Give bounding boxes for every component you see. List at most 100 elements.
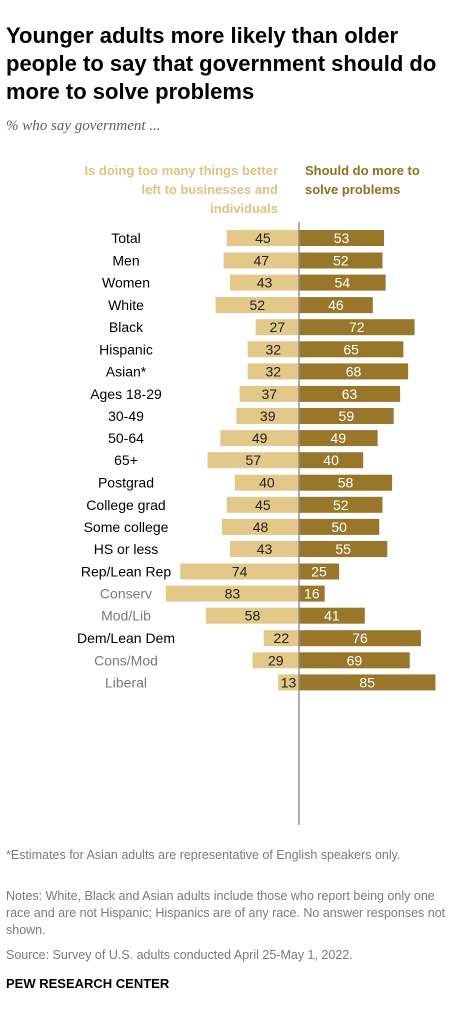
data-label-left: 52: [249, 297, 265, 313]
data-label-left: 13: [281, 674, 297, 690]
bar-right: [299, 652, 410, 669]
data-label-left: 45: [255, 230, 271, 246]
category-label: Ages 18-29: [90, 386, 162, 402]
data-label-right: 55: [335, 541, 351, 557]
data-label-left: 58: [245, 608, 261, 624]
bar-left: [239, 385, 299, 402]
bar-right: [299, 496, 383, 513]
footnote-source: Source: Survey of U.S. adults conducted …: [6, 948, 353, 962]
bar-right: [299, 563, 340, 580]
data-label-right: 52: [333, 253, 349, 269]
bar-right: [299, 518, 380, 535]
data-label-left: 40: [259, 475, 275, 491]
data-label-left: 29: [268, 652, 284, 668]
category-label: College grad: [86, 497, 165, 513]
bar-right: [299, 297, 373, 314]
bar-right: [299, 630, 421, 647]
bar-left: [255, 319, 299, 336]
bar-right: [299, 674, 436, 691]
category-label: 50-64: [108, 430, 144, 446]
data-label-right: 72: [349, 319, 365, 335]
bar-left: [207, 452, 299, 469]
data-label-right: 68: [346, 363, 362, 379]
category-label: Some college: [84, 519, 169, 535]
data-label-right: 63: [342, 386, 358, 402]
category-label: Liberal: [105, 674, 147, 690]
data-label-right: 54: [335, 275, 351, 291]
data-label-left: 45: [255, 497, 271, 513]
category-label: Hispanic: [99, 341, 153, 357]
data-label-left: 32: [266, 341, 282, 357]
bar-right: [299, 408, 394, 424]
bar-left: [234, 474, 299, 491]
category-label: Mod/Lib: [101, 608, 151, 624]
category-label: Postgrad: [98, 475, 154, 491]
data-label-right: 85: [359, 674, 375, 690]
bar-right: [299, 230, 385, 246]
data-label-left: 83: [225, 586, 241, 602]
data-label-left: 32: [266, 363, 282, 379]
data-label-left: 74: [232, 564, 248, 580]
data-label-left: 47: [253, 253, 269, 269]
category-label: 30-49: [108, 408, 144, 424]
bar-left: [215, 297, 299, 314]
bar-left: [226, 230, 299, 246]
category-label: Rep/Lean Rep: [81, 564, 172, 580]
category-label: White: [108, 297, 144, 313]
bar-left: [223, 252, 299, 269]
category-label: Women: [102, 275, 150, 291]
bar-left: [165, 585, 299, 602]
data-label-left: 49: [252, 430, 268, 446]
category-label: Total: [111, 230, 141, 246]
data-label-right: 49: [331, 430, 347, 446]
data-label-left: 27: [270, 319, 286, 335]
diverging-bar-chart: Total 45 53 Men 47 52 Women 43 54 White 52 46 Black 2…: [77, 222, 436, 825]
bar-right: [299, 474, 393, 491]
bar-left: [205, 607, 299, 624]
data-label-left: 22: [274, 630, 290, 646]
data-label-right: 40: [323, 452, 339, 468]
data-label-left: 37: [262, 386, 278, 402]
category-label: Cons/Mod: [94, 652, 158, 668]
bar-left: [229, 274, 299, 291]
legend-left-series: Is doing too many things better left to …: [84, 163, 278, 216]
category-label: Asian*: [106, 363, 147, 379]
bar-left: [226, 496, 299, 513]
legend-right-series: Should do more to solve problems: [305, 163, 420, 197]
data-label-right: 69: [347, 652, 363, 668]
data-label-right: 25: [311, 564, 327, 580]
bar-left: [247, 341, 299, 358]
data-label-right: 50: [331, 519, 347, 535]
bar-left: [229, 541, 299, 557]
data-label-right: 59: [339, 408, 355, 424]
footnote-notes: Notes: White, Black and Asian adults inc…: [6, 889, 446, 937]
data-label-right: 16: [304, 586, 320, 602]
data-label-left: 43: [257, 541, 273, 557]
category-label: Dem/Lean Dem: [77, 630, 175, 646]
data-label-right: 58: [338, 475, 354, 491]
data-label-right: 41: [324, 608, 340, 624]
bar-right: [299, 585, 325, 602]
data-label-right: 52: [333, 497, 349, 513]
bar-right: [299, 430, 378, 447]
data-label-left: 57: [245, 452, 261, 468]
chart-title: Younger adults more likely than older pe…: [6, 23, 437, 104]
bar-left: [236, 408, 299, 424]
bar-left: [247, 363, 299, 380]
category-label: Men: [112, 253, 139, 269]
data-label-right: 65: [343, 341, 359, 357]
data-label-right: 76: [352, 630, 368, 646]
bar-left: [180, 563, 299, 580]
chart-subtitle: % who say government ...: [6, 118, 161, 134]
bar-left: [221, 518, 299, 535]
bar-right: [299, 541, 388, 557]
bar-right: [299, 452, 364, 469]
bar-right: [299, 385, 401, 402]
bar-left: [252, 652, 299, 669]
bar-right: [299, 363, 409, 380]
bar-right: [299, 252, 383, 269]
category-label: Conserv: [100, 586, 152, 602]
brand-label: PEW RESEARCH CENTER: [6, 976, 170, 991]
category-label: 65+: [114, 452, 138, 468]
data-label-left: 43: [257, 275, 273, 291]
